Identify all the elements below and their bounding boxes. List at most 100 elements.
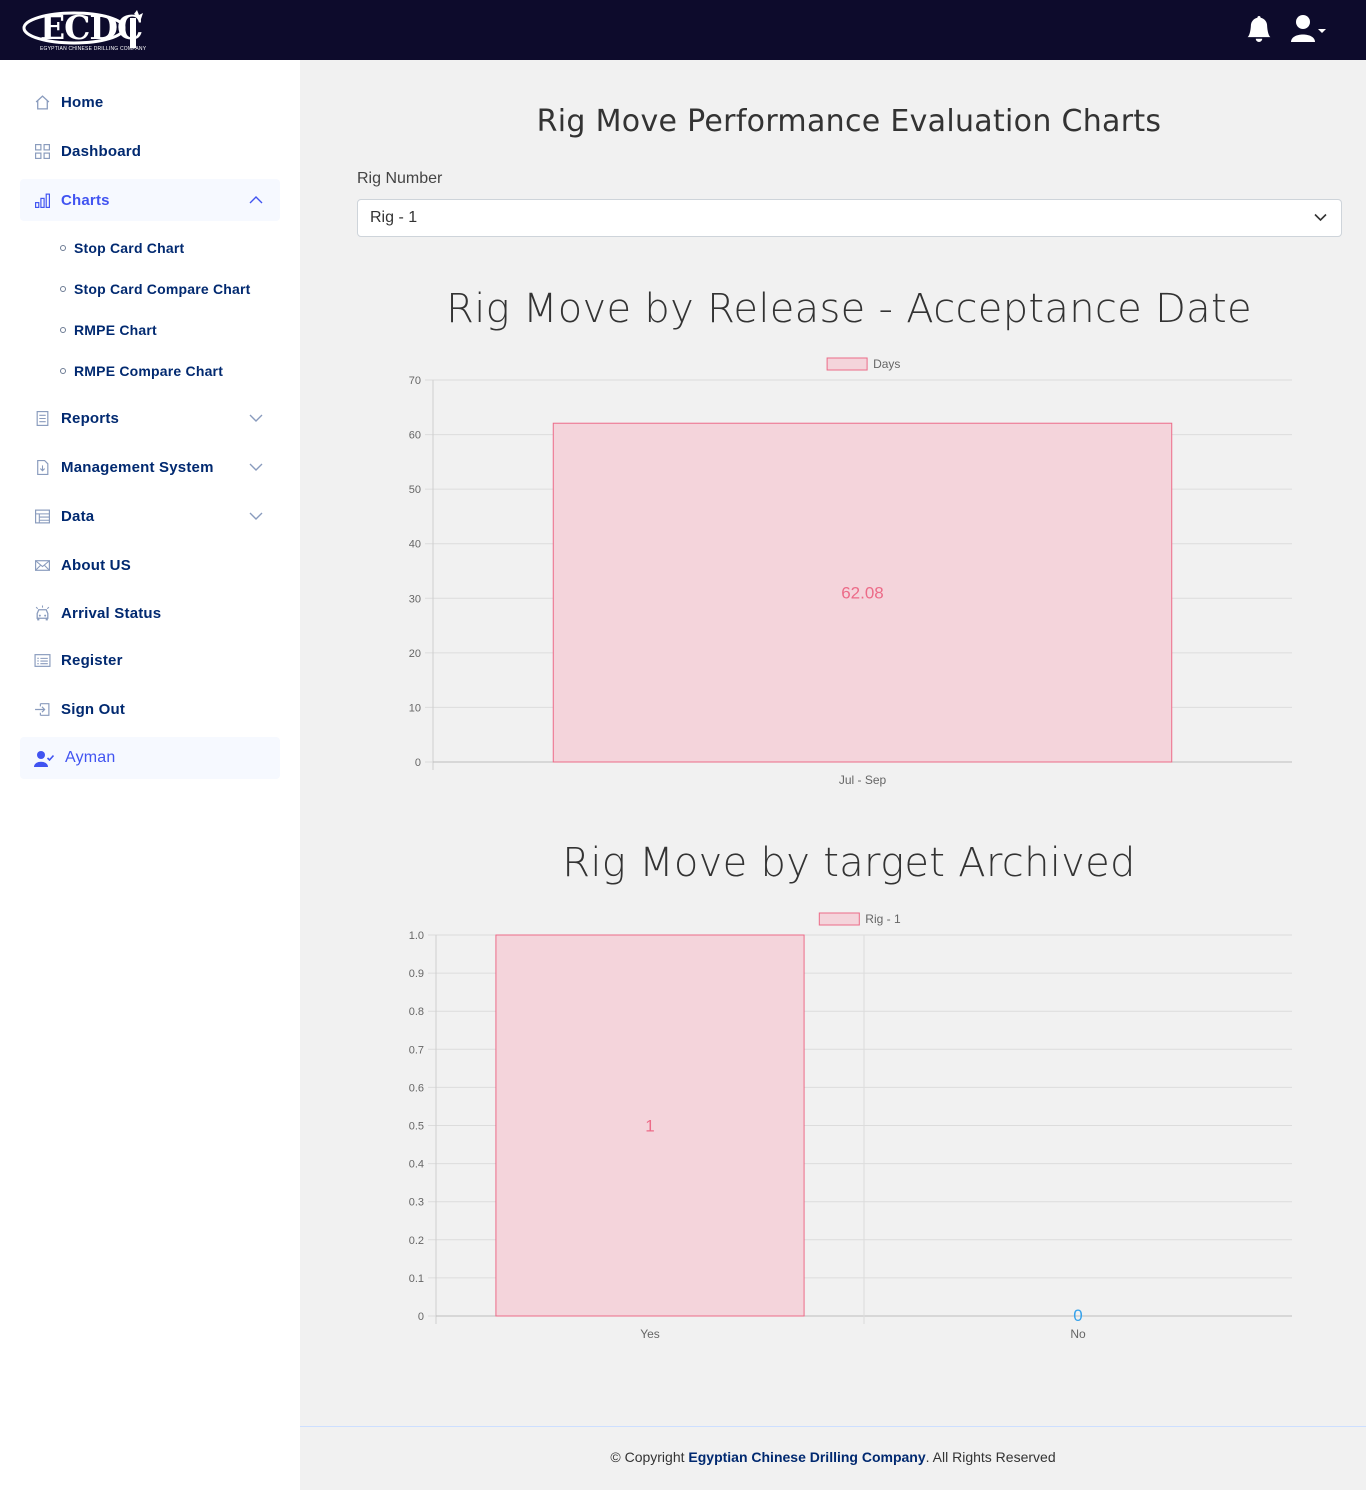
sidebar-item-data[interactable]: Data: [20, 495, 280, 537]
car-icon: [35, 605, 50, 621]
chevron-down-icon: [249, 463, 263, 471]
sidebar-item-home[interactable]: Home: [20, 81, 280, 123]
chevron-down-icon: [1314, 213, 1327, 222]
box-arrow-in-icon: [35, 703, 50, 716]
copyright-prefix: © Copyright: [610, 1449, 685, 1465]
legend-swatch: [826, 357, 868, 371]
y-tick-label: 60: [409, 430, 421, 442]
chevron-down-icon: [249, 414, 263, 422]
sidebar-item-label: Charts: [61, 191, 110, 209]
sidebar-subitem-rmpe-compare-chart[interactable]: RMPE Compare Chart: [60, 361, 223, 381]
user-dropdown-icon[interactable]: [1290, 14, 1330, 44]
bar: [495, 934, 805, 1317]
card-list-icon: [34, 654, 51, 667]
sidebar-item-reports[interactable]: Reports: [20, 397, 280, 439]
sidebar-item-label: Reports: [61, 409, 120, 427]
envelope-icon: [35, 560, 50, 571]
footer: © Copyright Egyptian Chinese Drilling Co…: [300, 1426, 1366, 1490]
y-tick-label: 0.3: [409, 1197, 424, 1209]
logo-subtitle: EGYPTIAN CHINESE DRILLING COMPANY: [40, 46, 147, 52]
y-tick-label: 0.6: [409, 1082, 424, 1094]
x-tick-label: No: [1070, 1327, 1086, 1341]
sidebar-subitem-label: RMPE Chart: [74, 322, 157, 338]
circle-icon: [60, 368, 66, 374]
sidebar-item-arrival-status[interactable]: Arrival Status: [20, 592, 280, 634]
sidebar-subitem-stop-card-chart[interactable]: Stop Card Chart: [60, 238, 184, 258]
sidebar-item-label: About US: [61, 556, 131, 574]
y-tick-label: 0.2: [409, 1235, 424, 1247]
logo-swoosh-icon: [22, 10, 143, 48]
sidebar-item-label: Home: [61, 93, 104, 111]
sidebar-item-label: Dashboard: [61, 142, 142, 160]
circle-icon: [60, 245, 66, 251]
sidebar-item-register[interactable]: Register: [20, 639, 280, 681]
ecdc-logo[interactable]: ECDC EGYPTIAN CHINESE DRILLING COMPANY: [22, 6, 146, 54]
sidebar-item-dashboard[interactable]: Dashboard: [20, 130, 280, 172]
copyright-company: Egyptian Chinese Drilling Company: [688, 1449, 926, 1465]
y-tick-label: 0.7: [409, 1044, 424, 1056]
copyright-suffix: . All Rights Reserved: [925, 1449, 1056, 1465]
sidebar-item-label: Data: [61, 507, 95, 525]
legend-label: Rig - 1: [865, 912, 901, 926]
table-icon: [35, 509, 50, 524]
x-tick-label: Jul - Sep: [839, 773, 887, 787]
chart-2-title: Rig Move by target Archived: [562, 840, 1136, 886]
file-download-icon: [37, 460, 49, 475]
y-tick-label: 50: [409, 484, 421, 496]
chart-1-release-acceptance: Days 0 10 20 30 40 50 60 70 Jul - Sep 62.08: [409, 357, 1292, 787]
sidebar-subitem-label: RMPE Compare Chart: [74, 363, 224, 379]
grid-icon: [35, 144, 50, 159]
legend-label: Days: [873, 357, 900, 371]
circle-icon: [60, 327, 66, 333]
sidebar-item-sign-out[interactable]: Sign Out: [20, 688, 280, 730]
bar-data-label: 62.08: [841, 584, 884, 603]
chart-2-target-archived: Rig - 1 0 0.1 0.2 0.3 0.4 0.5 0.6 0.7 0.8 0.9 1.0 Ye…: [409, 912, 1292, 1341]
sidebar-subitem-label: Stop Card Chart: [74, 240, 185, 256]
logo-text: ECDC: [40, 8, 143, 47]
y-tick-label: 1.0: [409, 930, 424, 942]
circle-icon: [60, 286, 66, 292]
sidebar-item-user-ayman[interactable]: Ayman: [20, 737, 280, 779]
sidebar-subitem-rmpe-chart[interactable]: RMPE Chart: [60, 320, 157, 340]
sidebar-item-label: Sign Out: [61, 700, 126, 718]
person-check-icon: [34, 751, 54, 767]
bar-data-label: 1: [645, 1117, 654, 1136]
sidebar-item-charts[interactable]: Charts: [20, 179, 280, 221]
y-tick-label: 0: [418, 1311, 424, 1323]
top-header: ECDC EGYPTIAN CHINESE DRILLING COMPANY: [0, 0, 1366, 60]
bell-icon[interactable]: [1246, 16, 1272, 42]
sidebar: Home Dashboard Charts Stop Card Chart St…: [0, 60, 300, 1490]
sidebar-item-management-system[interactable]: Management System: [20, 446, 280, 488]
sidebar-item-about-us[interactable]: About US: [20, 544, 280, 586]
rig-number-select[interactable]: Rig - 1: [357, 199, 1342, 237]
x-tick-label: Yes: [640, 1327, 660, 1341]
y-tick-label: 20: [409, 648, 421, 660]
y-tick-label: 0.4: [409, 1159, 424, 1171]
chevron-down-icon: [249, 512, 263, 520]
house-icon: [35, 95, 50, 110]
sidebar-item-label: Register: [61, 651, 123, 669]
chart-1-title: Rig Move by Release - Acceptance Date: [446, 286, 1252, 332]
sidebar-item-label: Ayman: [65, 749, 116, 766]
rig-number-selected-value: Rig - 1: [370, 209, 418, 226]
rig-number-label: Rig Number: [357, 170, 443, 187]
y-tick-label: 30: [409, 593, 421, 605]
sidebar-subitem-stop-card-compare-chart[interactable]: Stop Card Compare Chart: [60, 279, 251, 299]
y-tick-label: 0: [415, 757, 421, 769]
sidebar-item-label: Arrival Status: [61, 604, 162, 622]
y-tick-label: 0.5: [409, 1121, 424, 1133]
y-tick-label: 40: [409, 539, 421, 551]
sidebar-item-label: Management System: [61, 458, 214, 476]
y-tick-label: 0.8: [409, 1006, 424, 1018]
journal-icon: [36, 411, 49, 426]
y-tick-label: 0.9: [409, 968, 424, 980]
y-tick-label: 10: [409, 702, 421, 714]
page-title: Rig Move Performance Evaluation Charts: [536, 104, 1162, 139]
sidebar-subitem-label: Stop Card Compare Chart: [74, 281, 251, 297]
chevron-up-icon: [249, 196, 263, 204]
copyright-text: © Copyright Egyptian Chinese Drilling Co…: [300, 1449, 1366, 1465]
bar-chart-icon: [35, 193, 50, 208]
bar-data-label: 0: [1073, 1306, 1082, 1325]
y-tick-label: 0.1: [409, 1273, 424, 1285]
bar: [552, 422, 1173, 763]
